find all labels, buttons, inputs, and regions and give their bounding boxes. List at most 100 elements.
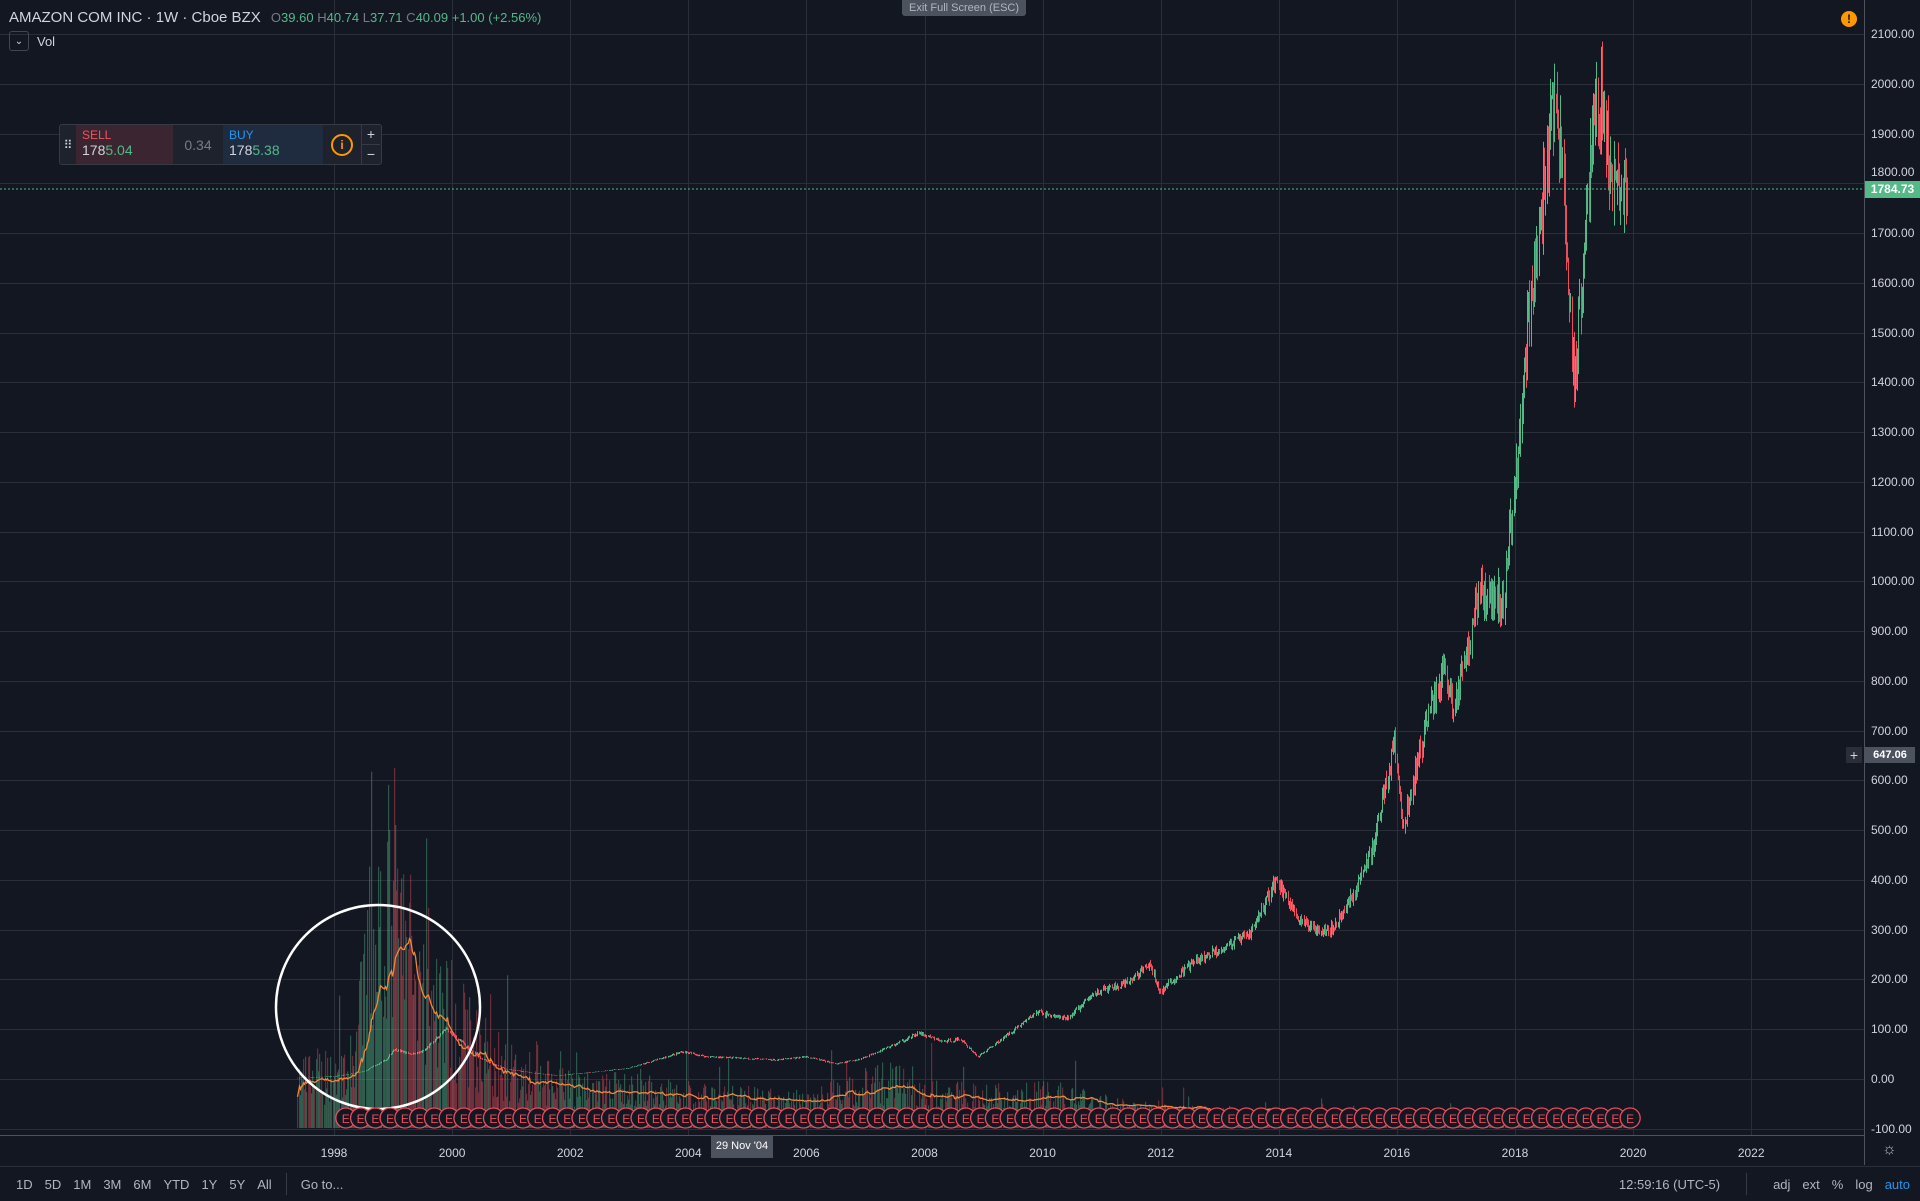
earnings-marker-label: E <box>1257 1112 1265 1126</box>
earnings-marker-label: E <box>608 1112 616 1126</box>
volume-bar <box>565 1073 567 1128</box>
volume-bar <box>874 1082 876 1128</box>
ohlc-values: O39.60 H40.74 L37.71 C40.09 +1.00 (+2.56… <box>271 10 541 25</box>
range-5d[interactable]: 5D <box>44 1176 62 1192</box>
volume-bar <box>492 1085 494 1128</box>
volume-bar <box>352 1055 354 1128</box>
volume-bar <box>461 1040 463 1128</box>
volume-bar <box>498 1032 500 1128</box>
volume-bar <box>460 1064 462 1128</box>
minus-button[interactable]: − <box>362 144 380 164</box>
volume-bar <box>309 1055 311 1128</box>
volume-bar <box>589 1091 591 1128</box>
earnings-marker-label: E <box>1183 1112 1191 1126</box>
range-5y[interactable]: 5Y <box>229 1176 246 1192</box>
goto-button[interactable]: Go to... <box>300 1176 344 1192</box>
last-price-tag: 1784.73 <box>1865 181 1920 198</box>
range-3m[interactable]: 3M <box>103 1176 122 1192</box>
volume-bar <box>455 1003 457 1128</box>
price-label: 1300.00 <box>1871 425 1915 440</box>
low-label: L <box>362 10 370 25</box>
volume-bar <box>452 1079 454 1128</box>
volume-bar <box>343 1057 345 1128</box>
price-label: 1000.00 <box>1871 574 1915 589</box>
volume-bar <box>963 1066 965 1128</box>
volume-bar <box>688 1081 690 1128</box>
crosshair-add-button[interactable]: + <box>1846 747 1862 763</box>
sell-button[interactable]: SELL 1785.04 <box>76 125 173 164</box>
volume-bar <box>896 1065 898 1128</box>
volume-bar <box>484 1042 486 1128</box>
volume-bar <box>552 1085 554 1128</box>
plus-button[interactable]: + <box>366 126 376 142</box>
low-value: 37.71 <box>370 10 403 25</box>
volume-bar <box>1058 1085 1060 1128</box>
range-ytd[interactable]: YTD <box>163 1176 190 1192</box>
warning-icon[interactable]: ! <box>1841 11 1857 27</box>
earnings-marker-label: E <box>932 1112 940 1126</box>
volume-bar <box>643 1085 645 1128</box>
volume-bar <box>884 1087 886 1128</box>
sell-price: 1785.04 <box>82 142 167 158</box>
volume-label[interactable]: Vol <box>37 33 56 49</box>
volume-bar <box>796 1089 798 1128</box>
option-auto[interactable]: auto <box>1884 1176 1910 1192</box>
option-ext[interactable]: ext <box>1802 1176 1820 1192</box>
symbol-name[interactable]: AMAZON COM INC <box>9 9 143 26</box>
volume-bar <box>505 1044 507 1128</box>
volume-bar <box>369 866 371 1128</box>
exit-fullscreen-tooltip[interactable]: Exit Full Screen (ESC) <box>902 0 1026 16</box>
earnings-marker-label: E <box>1036 1112 1044 1126</box>
earnings-marker-label: E <box>1449 1112 1457 1126</box>
option-adj[interactable]: adj <box>1773 1176 1791 1192</box>
volume-bar <box>435 1013 437 1128</box>
range-all[interactable]: All <box>257 1176 272 1192</box>
volume-bar <box>300 1095 302 1128</box>
price-label: 800.00 <box>1871 673 1908 688</box>
settings-icon[interactable]: ☼ <box>1882 1141 1897 1158</box>
volume-bar <box>310 1086 312 1128</box>
volume-bar <box>459 1056 461 1128</box>
earnings-marker-label: E <box>1434 1112 1442 1126</box>
earnings-marker-label: E <box>593 1112 601 1126</box>
volume-bar <box>831 1050 833 1128</box>
volume-bar <box>437 1067 439 1128</box>
volume-bar <box>523 1069 525 1128</box>
volume-bar <box>871 1083 873 1128</box>
time-axis[interactable]: 1998 2000 2002 2004 2006 2008 2010 2012 2014 2016… <box>0 1135 1864 1166</box>
volume-bar <box>502 1077 504 1128</box>
earnings-marker-label: E <box>681 1112 689 1126</box>
earnings-marker-label: E <box>1597 1112 1605 1126</box>
earnings-marker-label: E <box>1006 1112 1014 1126</box>
range-1y[interactable]: 1Y <box>201 1176 218 1192</box>
volume-bar <box>557 1087 559 1128</box>
range-1m[interactable]: 1M <box>73 1176 92 1192</box>
volume-bar <box>957 1081 959 1128</box>
earnings-marker-label: E <box>1301 1112 1309 1126</box>
volume-bar <box>364 933 366 1128</box>
interval[interactable]: 1W <box>155 9 179 26</box>
info-button[interactable]: i <box>323 125 361 164</box>
volume-bar <box>482 1081 484 1128</box>
range-6m[interactable]: 6M <box>133 1176 152 1192</box>
clock[interactable]: 12:59:16 (UTC-5) <box>1618 1176 1721 1192</box>
volume-bar <box>406 937 408 1128</box>
volume-bar <box>986 1084 988 1128</box>
buy-button[interactable]: BUY 1785.38 <box>223 125 323 164</box>
volume-bar <box>866 1071 868 1128</box>
earnings-marker-label: E <box>991 1112 999 1126</box>
volume-bar <box>620 1084 622 1128</box>
volume-bar <box>444 1062 446 1128</box>
drag-handle-icon[interactable]: ⠿ <box>63 137 73 152</box>
volume-bar <box>1017 1089 1019 1128</box>
volume-bar <box>888 1080 890 1128</box>
option-percent[interactable]: % <box>1831 1176 1844 1192</box>
volume-bar <box>998 1083 1000 1128</box>
earnings-marker-label: E <box>711 1112 719 1126</box>
chevron-down-icon[interactable]: ⌄ <box>9 31 29 51</box>
earnings-marker-label: E <box>1626 1112 1634 1126</box>
range-1d[interactable]: 1D <box>16 1176 33 1192</box>
volume-bar <box>956 1083 958 1128</box>
option-log[interactable]: log <box>1855 1176 1873 1192</box>
